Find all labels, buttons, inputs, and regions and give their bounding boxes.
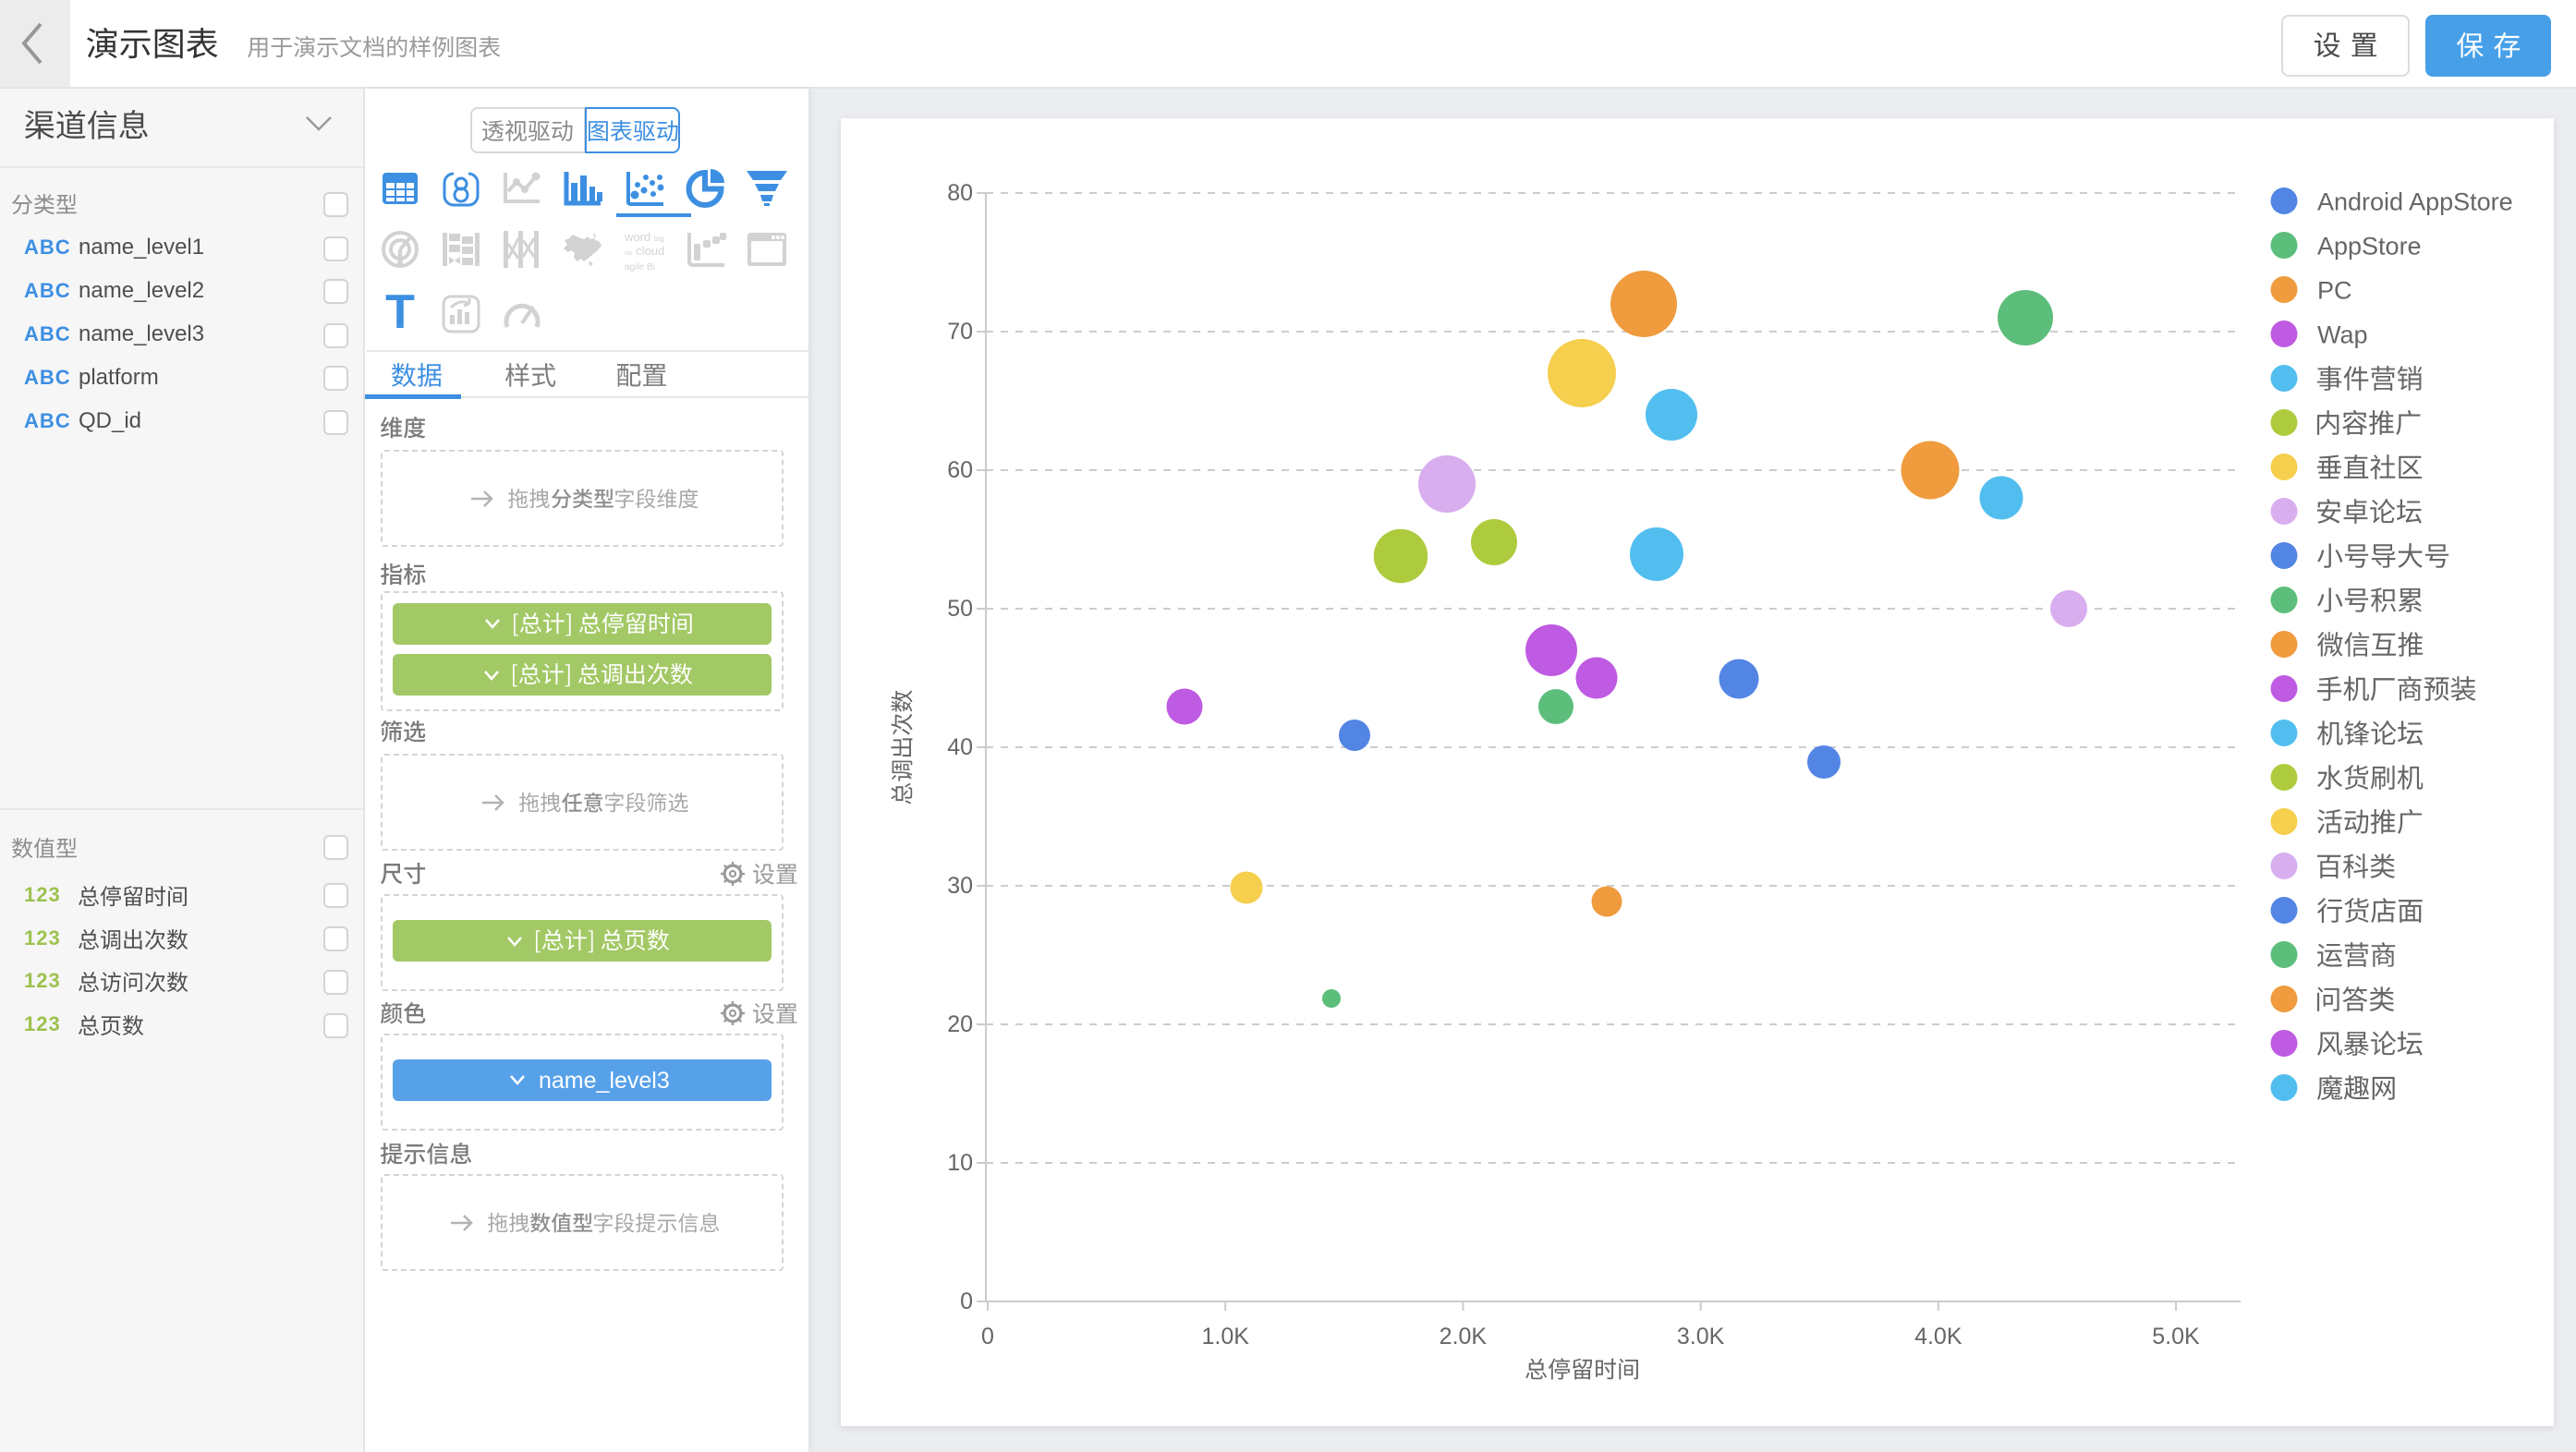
svg-text:80: 80 bbox=[947, 180, 973, 206]
svg-text:4.0K: 4.0K bbox=[1914, 1324, 1962, 1349]
svg-text:5.0K: 5.0K bbox=[2152, 1324, 2200, 1349]
svg-text:PC: PC bbox=[2317, 277, 2352, 305]
svg-text:Android AppStore: Android AppStore bbox=[2317, 188, 2513, 216]
svg-text:3.0K: 3.0K bbox=[1677, 1324, 1725, 1349]
svg-text:10: 10 bbox=[947, 1150, 973, 1176]
svg-text:60: 60 bbox=[947, 457, 973, 483]
svg-text:AppStore: AppStore bbox=[2317, 233, 2422, 260]
svg-text:30: 30 bbox=[947, 873, 973, 899]
svg-text:40: 40 bbox=[947, 734, 973, 760]
svg-text:70: 70 bbox=[947, 319, 973, 345]
svg-text:2.0K: 2.0K bbox=[1440, 1324, 1488, 1349]
svg-text:20: 20 bbox=[947, 1011, 973, 1037]
svg-text:0: 0 bbox=[960, 1289, 973, 1314]
svg-text:Wap: Wap bbox=[2317, 321, 2368, 349]
svg-text:1.0K: 1.0K bbox=[1201, 1324, 1249, 1349]
svg-text:50: 50 bbox=[947, 596, 973, 622]
svg-text:0: 0 bbox=[981, 1324, 994, 1349]
